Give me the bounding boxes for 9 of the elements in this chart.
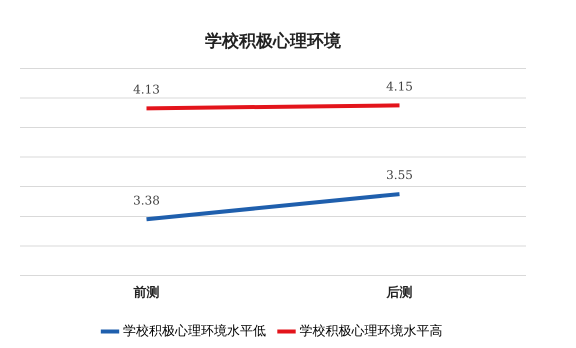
data-label: 4.15 [386, 79, 413, 94]
x-tick-label: 后测 [386, 284, 412, 301]
chart-title: 学校积极心理环境 [205, 32, 341, 52]
data-label: 4.13 [133, 82, 160, 96]
legend-label: 学校积极心理环境水平高 [300, 322, 442, 339]
data-label: 3.55 [386, 168, 413, 182]
data-label: 3.38 [133, 193, 160, 208]
x-tick-label: 前测 [132, 286, 160, 301]
legend-label: 学校积极心理环境水平低 [123, 322, 266, 339]
